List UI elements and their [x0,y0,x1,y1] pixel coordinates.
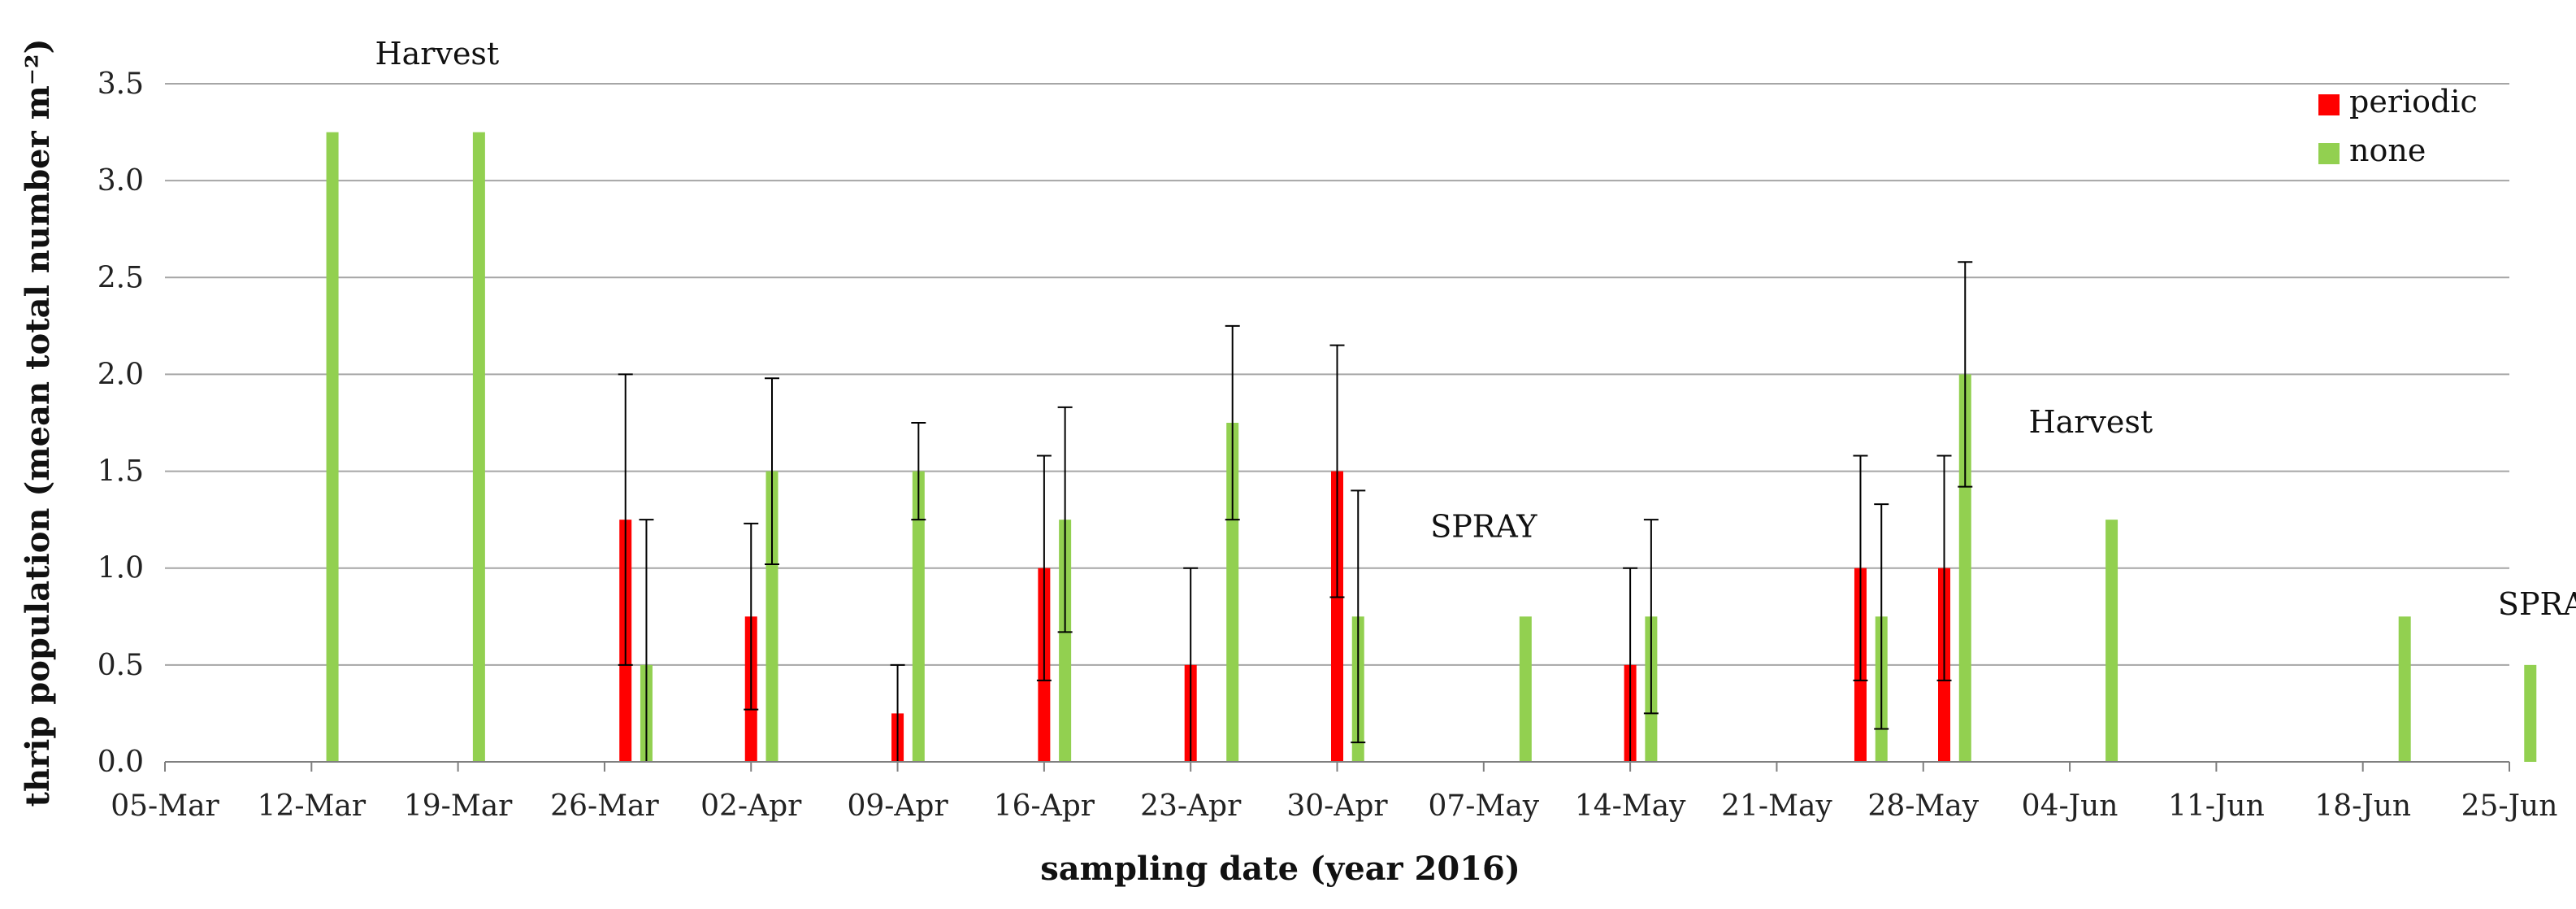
legend-label-none: none [2349,133,2426,168]
bar-none [326,132,339,763]
legend: periodic none [2318,84,2478,168]
x-tick-label: 26-Mar [550,789,659,823]
error-bar-none [765,377,780,565]
y-tick-label: 3.5 [98,67,144,101]
annotations: Harvest Harvest SPRAY SPRAY [375,36,2576,622]
x-tick-labels: 05-Mar 12-Mar 19-Mar 26-Mar 02-Apr 09-Apr 16-A… [111,762,2557,823]
x-tick-label: 21-May [1721,789,1832,823]
error-bar-periodic [1853,455,1868,681]
x-tick-label: 09-Apr [847,789,948,823]
error-bar-periodic [618,373,633,666]
error-bar-periodic [1329,344,1345,598]
legend-label-periodic: periodic [2349,84,2478,120]
error-bar-periodic [1936,455,1952,681]
bar-none [2105,520,2118,762]
error-bar-periodic [744,522,759,711]
x-tick-label: 19-Mar [404,789,513,823]
x-axis-title: sampling date (year 2016) [1040,850,1520,888]
x-tick-label: 05-Mar [111,789,219,823]
x-tick-label: 30-Apr [1286,789,1388,823]
x-tick-label: 28-May [1867,789,1979,823]
annotation-label: Harvest [375,36,500,72]
x-tick-label: 18-Jun [2314,789,2411,823]
error-bar-periodic [1036,455,1052,681]
x-tick-label: 12-Mar [258,789,366,823]
axes: thrip population (mean total number m⁻²)… [19,39,2509,888]
error-bars [618,261,1973,763]
error-bar-none [911,422,926,521]
y-axis-title: thrip population (mean total number m⁻²) [19,39,57,807]
y-tick-label: 2.0 [98,358,144,391]
x-tick-label: 25-Jun [2461,789,2558,823]
annotation-label: SPRAY [2498,586,2576,622]
bar-none [1059,520,1072,762]
error-bar-none [1351,489,1366,744]
y-tick-label: 0.0 [98,746,144,779]
y-tick-label: 2.5 [98,261,144,294]
bar-none [2524,664,2537,762]
x-tick-label: 11-Jun [2168,789,2265,823]
error-bar-none [1225,324,1240,521]
x-tick-label: 16-Apr [994,789,1095,823]
x-tick-label: 02-Apr [700,789,802,823]
y-tick-label: 1.0 [98,552,144,585]
y-tick-label: 3.0 [98,164,144,198]
error-bar-none [1958,261,1973,488]
bars [326,132,2537,763]
y-tick-label: 1.5 [98,455,144,489]
legend-swatch-none [2318,143,2340,164]
legend-swatch-periodic [2318,94,2340,115]
bar-none [472,132,485,763]
bar-periodic [1331,471,1343,762]
bar-none [1958,374,1971,762]
error-bar-none [1643,519,1659,715]
annotation-label: SPRAY [1430,509,1537,545]
y-tick-label: 0.5 [98,649,144,682]
x-tick-label: 14-May [1575,789,1686,823]
x-tick-label: 23-Apr [1140,789,1242,823]
error-bar-none [1057,406,1073,633]
x-tick-label: 07-May [1428,789,1539,823]
annotation-label: Harvest [2028,404,2153,440]
bar-none [1226,423,1239,762]
bar-none [2398,616,2411,762]
x-tick-label: 04-Jun [2022,789,2118,823]
error-bar-none [1874,503,1889,730]
bar-none [765,471,778,762]
y-tick-labels: 0.0 0.5 1.0 1.5 2.0 2.5 3.0 3.5 [98,67,144,779]
bar-none [1519,616,1532,762]
bar-none [912,471,925,762]
